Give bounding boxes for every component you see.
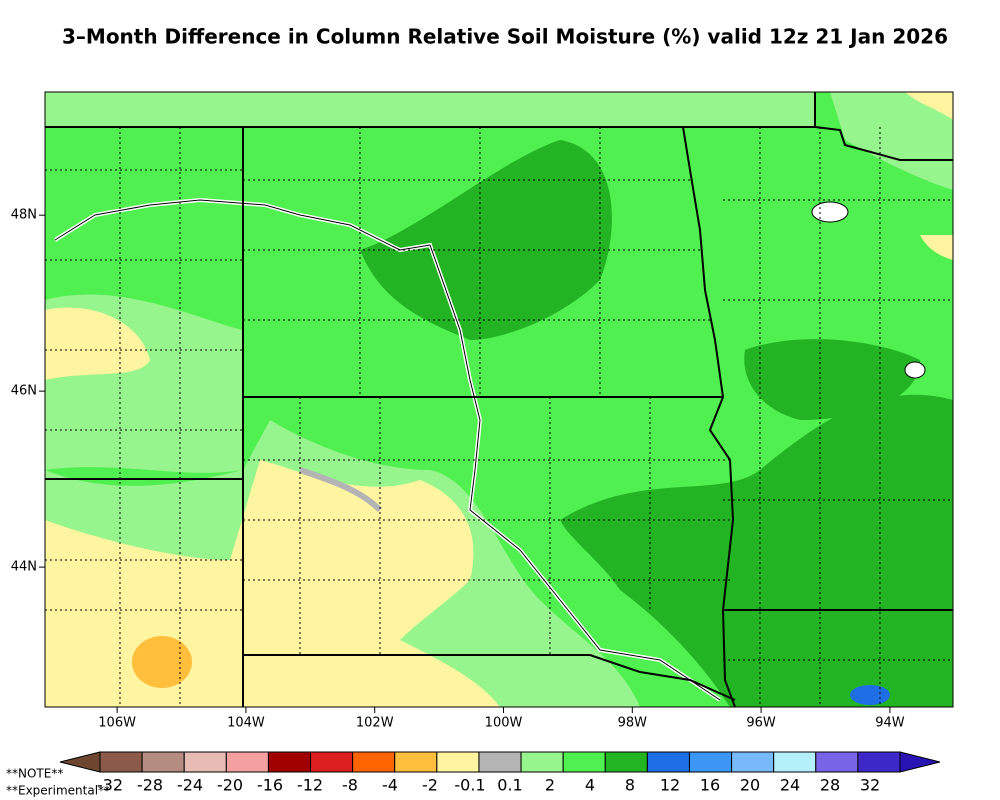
colorbar-label: 20 (740, 776, 760, 795)
colorbar-box (688, 751, 733, 773)
field-very-wet (850, 685, 890, 705)
colorbar-box (857, 751, 901, 773)
county-lines (45, 127, 953, 707)
colorbar-arrow (899, 751, 941, 773)
colorbar-box (394, 751, 438, 773)
field-wet (360, 140, 612, 340)
colorbar-label: 28 (820, 776, 840, 795)
colorbar-box (267, 751, 312, 773)
lat-tick-label: 46N (11, 384, 37, 399)
map (45, 92, 953, 707)
colorbar-label: -16 (257, 776, 283, 795)
colorbar-label: 2 (545, 776, 555, 795)
colorbar-label: -24 (177, 776, 203, 795)
colorbar-box (815, 751, 859, 773)
field-wet (560, 394, 953, 707)
state-border (814, 92, 953, 161)
colorbar-label: 24 (780, 776, 800, 795)
field-dry (45, 307, 150, 380)
colorbar-box (436, 751, 480, 773)
colorbar-label: -8 (342, 776, 358, 795)
lat-tick-label: 48N (11, 208, 37, 223)
state-border (243, 654, 736, 701)
field-dry (920, 235, 953, 260)
lake (811, 201, 849, 223)
lon-tick-label: 106W (98, 716, 136, 731)
colorbar-label: -2 (422, 776, 438, 795)
lat-tick-label: 44N (11, 560, 37, 575)
note: **Experimental** (6, 784, 110, 798)
field-dry (905, 92, 953, 120)
colorbar-box (520, 751, 564, 773)
colorbar-box (352, 751, 396, 773)
colorbar-box (183, 751, 227, 773)
colorbar-label: 16 (700, 776, 720, 795)
river-outline (54, 199, 721, 701)
colorbar-label: 0.1 (497, 776, 522, 795)
colorbar-label: -32 (97, 776, 123, 795)
lon-tick-label: 96W (746, 716, 776, 731)
colorbar-box (141, 751, 185, 773)
field-wet (744, 339, 920, 420)
field-light (830, 92, 953, 190)
colorbar-box (478, 751, 522, 773)
lon-tick-label: 104W (227, 716, 265, 731)
colorbar-label: 12 (660, 776, 680, 795)
colorbar-box (562, 751, 606, 773)
colorbar-box (99, 751, 143, 773)
colorbar-box (773, 751, 817, 773)
lon-tick-label: 94W (875, 716, 905, 731)
ticks: 106W 104W 102W 100W 98W 96W 94W 48N 46N 44N (11, 208, 905, 731)
field-drier (132, 636, 192, 688)
field-neutral (299, 467, 383, 513)
colorbar: -32 -28 -24 -20 -16 -12 -8 -4 -2 -0.1 0.1 2 4 8 12 16 20… (59, 751, 941, 795)
colorbar-label: 32 (860, 776, 880, 795)
lake (904, 361, 926, 379)
colorbar-label: -4 (382, 776, 398, 795)
colorbar-box (225, 751, 269, 773)
colorbar-label: -20 (217, 776, 243, 795)
lon-tick-label: 102W (356, 716, 394, 731)
state-border (682, 126, 736, 707)
colorbar-label: 4 (585, 776, 595, 795)
colorbar-label: -28 (137, 776, 163, 795)
colorbar-arrow (59, 751, 101, 773)
note: **NOTE** (6, 767, 63, 781)
colorbar-box (646, 751, 690, 773)
colorbar-label: -12 (297, 776, 323, 795)
colorbar-label: 8 (625, 776, 635, 795)
field-light (45, 92, 815, 127)
colorbar-box (604, 751, 648, 773)
colorbar-box (310, 751, 354, 773)
map-frame (44, 91, 954, 708)
colorbar-box (731, 751, 775, 773)
title: 3–Month Difference in Column Relative So… (62, 25, 948, 49)
lon-tick-label: 98W (618, 716, 648, 731)
lon-tick-label: 100W (485, 716, 523, 731)
colorbar-label: -0.1 (454, 776, 485, 795)
